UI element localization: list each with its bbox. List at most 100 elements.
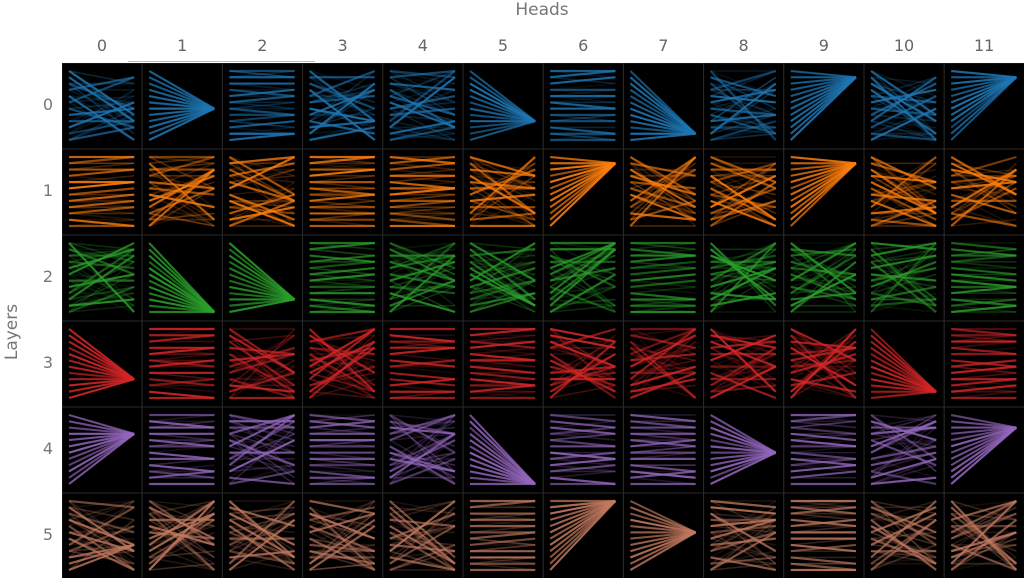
- attention-cell[interactable]: [141, 234, 223, 322]
- attention-cell[interactable]: [141, 320, 223, 408]
- attention-cell[interactable]: [462, 234, 544, 322]
- attention-cell[interactable]: [943, 148, 1024, 236]
- attention-cell[interactable]: [622, 492, 705, 578]
- attention-line: [549, 340, 617, 399]
- attention-cell[interactable]: [62, 320, 143, 408]
- attention-cell[interactable]: [221, 63, 304, 150]
- attention-cell[interactable]: [462, 492, 544, 578]
- attention-line: [389, 390, 456, 399]
- attention-line: [710, 76, 777, 122]
- attention-cell[interactable]: [863, 148, 945, 236]
- attention-line: [469, 193, 536, 203]
- attention-cell[interactable]: [302, 406, 384, 494]
- attention-cell[interactable]: [863, 234, 945, 322]
- attention-cell[interactable]: [622, 406, 705, 494]
- attention-cell[interactable]: [221, 320, 304, 408]
- attention-line: [710, 340, 777, 368]
- attention-cell[interactable]: [221, 492, 304, 578]
- attention-cell[interactable]: [783, 492, 865, 578]
- attention-line: [68, 107, 135, 117]
- attention-cell[interactable]: [141, 406, 223, 494]
- attention-line: [870, 414, 937, 454]
- attention-cell[interactable]: [542, 234, 624, 322]
- attention-cell[interactable]: [62, 148, 143, 236]
- attention-cell[interactable]: [863, 492, 945, 578]
- attention-cell[interactable]: [703, 63, 785, 150]
- attention-cell[interactable]: [542, 320, 624, 408]
- attention-cell[interactable]: [221, 148, 304, 236]
- attention-cell[interactable]: [943, 492, 1024, 578]
- attention-line: [629, 162, 697, 215]
- attention-cell[interactable]: [943, 406, 1024, 494]
- attention-line: [309, 346, 375, 356]
- attention-line: [550, 433, 616, 441]
- attention-cell[interactable]: [302, 234, 384, 322]
- attention-cell[interactable]: [622, 63, 705, 150]
- attention-cell[interactable]: [382, 406, 464, 494]
- attention-cell[interactable]: [382, 148, 464, 236]
- attention-line: [389, 89, 456, 122]
- attention-cell[interactable]: [542, 63, 624, 150]
- attention-cell[interactable]: [863, 320, 945, 408]
- attention-cell[interactable]: [703, 320, 785, 408]
- attention-cell[interactable]: [462, 63, 544, 150]
- attention-line: [951, 273, 1017, 282]
- attention-cell[interactable]: [382, 320, 464, 408]
- attention-cell[interactable]: [783, 406, 865, 494]
- attention-line: [149, 359, 215, 368]
- attention-cell[interactable]: [62, 234, 143, 322]
- attention-cell[interactable]: [462, 406, 544, 494]
- attention-cell[interactable]: [302, 320, 384, 408]
- attention-line: [228, 334, 296, 399]
- attention-cell[interactable]: [622, 234, 705, 322]
- attention-cell[interactable]: [622, 320, 705, 408]
- attention-cell[interactable]: [542, 148, 624, 236]
- attention-cell[interactable]: [221, 406, 304, 494]
- attention-line: [229, 193, 295, 215]
- attention-cell[interactable]: [703, 148, 785, 236]
- attention-cell[interactable]: [622, 148, 705, 236]
- attention-line: [870, 241, 937, 257]
- attention-cell[interactable]: [462, 148, 544, 236]
- attention-line: [228, 439, 296, 473]
- attention-cell[interactable]: [783, 148, 865, 236]
- attention-cell[interactable]: [542, 406, 624, 494]
- attention-cell[interactable]: [302, 148, 384, 236]
- attention-line: [710, 372, 776, 387]
- attention-cell[interactable]: [863, 63, 945, 150]
- attention-cell[interactable]: [62, 492, 143, 578]
- attention-cell[interactable]: [542, 492, 624, 578]
- attention-line: [228, 334, 296, 387]
- attention-cell[interactable]: [141, 148, 223, 236]
- attention-cell[interactable]: [62, 63, 143, 150]
- attention-cell[interactable]: [703, 234, 785, 322]
- attention-line: [550, 76, 616, 85]
- attention-cell[interactable]: [302, 63, 384, 150]
- attention-cell[interactable]: [382, 63, 464, 150]
- attention-cell[interactable]: [62, 406, 143, 494]
- attention-cell[interactable]: [943, 234, 1024, 322]
- attention-cell[interactable]: [703, 492, 785, 578]
- attention-cell[interactable]: [302, 492, 384, 578]
- attention-cell[interactable]: [703, 406, 785, 494]
- attention-cell[interactable]: [221, 234, 304, 322]
- attention-cell[interactable]: [783, 320, 865, 408]
- attention-cell[interactable]: [783, 63, 865, 150]
- attention-line: [790, 162, 857, 184]
- attention-line: [308, 340, 376, 399]
- attention-line: [790, 359, 857, 399]
- attention-line: [870, 76, 937, 123]
- attention-line: [68, 254, 135, 301]
- attention-cell[interactable]: [462, 320, 544, 408]
- attention-cell[interactable]: [141, 492, 223, 578]
- attention-cell[interactable]: [943, 63, 1024, 150]
- attention-cell[interactable]: [943, 320, 1024, 408]
- attention-cell[interactable]: [783, 234, 865, 322]
- attention-line: [951, 334, 1017, 343]
- attention-cell[interactable]: [382, 492, 464, 578]
- attention-cell[interactable]: [382, 234, 464, 322]
- attention-line: [951, 304, 1017, 314]
- attention-cell[interactable]: [863, 406, 945, 494]
- attention-line: [68, 218, 135, 228]
- attention-cell[interactable]: [141, 63, 223, 150]
